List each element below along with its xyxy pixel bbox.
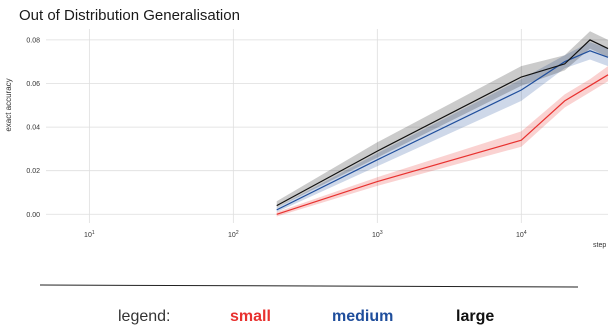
series-lines [276, 39, 609, 215]
y-tick-label: 0.00 [26, 212, 40, 219]
line-medium [276, 50, 609, 211]
x-tick-label: 103 [372, 230, 383, 239]
line-large [276, 39, 609, 207]
y-tick-label: 0.06 [26, 81, 40, 88]
band-small [276, 66, 608, 217]
band-medium [276, 42, 608, 213]
legend-divider [39, 284, 579, 288]
band-large [276, 31, 608, 208]
y-tick-label: 0.08 [26, 37, 40, 44]
x-axis-label: step [593, 242, 606, 249]
x-tick-labels: 101 102 103 104 [84, 230, 527, 239]
confidence-bands [276, 31, 608, 217]
y-axis-label: exact accuracy [4, 78, 13, 131]
legend-item-small: small [230, 308, 271, 325]
line-small [276, 74, 609, 215]
gridlines [46, 29, 608, 223]
legend: small medium large [230, 308, 494, 325]
y-tick-label: 0.02 [26, 168, 40, 175]
x-tick-label: 102 [228, 230, 239, 239]
y-tick-label: 0.04 [26, 125, 40, 132]
y-tick-labels: 0.00 0.02 0.04 0.06 0.08 [26, 37, 40, 218]
legend-prefix: legend: [118, 308, 171, 325]
legend-item-medium: medium [332, 308, 393, 325]
legend-item-large: large [456, 308, 494, 325]
chart-title: Out of Distribution Generalisation [19, 7, 240, 24]
x-tick-label: 101 [84, 230, 95, 239]
x-tick-label: 104 [516, 230, 527, 239]
